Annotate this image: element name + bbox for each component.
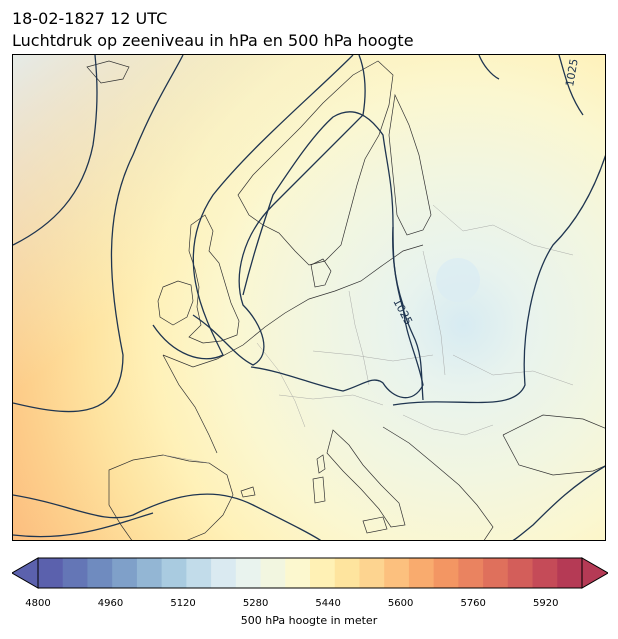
border-ukraine [452,354,574,386]
country-borders [162,204,574,464]
colorbar-segment [112,558,138,588]
border-alps [278,394,384,406]
colorbar-segment [458,558,484,588]
denmark-coast [310,258,332,288]
france-coast [162,354,218,454]
corsica-coast [316,454,326,474]
colorbar-segment [359,558,385,588]
colorbar-tick-label: 5120 [170,598,196,609]
border-balkans [402,414,494,436]
colorbar-segment [483,558,509,588]
coastlines [86,60,605,540]
colorbar-segment [62,558,88,588]
colorbar-segment [38,558,64,588]
iceland-coast [86,60,130,84]
great-britain-coast [188,214,240,344]
colorbar-segment [211,558,237,588]
border-poland-east [422,250,446,376]
isobar-east [392,154,605,406]
map-title-description: Luchtdruk op zeeniveau in hPa en 500 hPa… [12,31,414,50]
border-central [312,350,434,362]
colorbar-segment [186,558,212,588]
isobar-3 [152,55,354,360]
colorbar-segment [532,558,558,588]
colorbar-label: 500 hPa hoogte in meter [240,614,378,627]
finland-coast [388,93,432,236]
colorbar-segment [87,558,113,588]
colorbar-tick-label: 5440 [315,598,341,609]
height-field-northwest [13,55,605,540]
colorbar-segment [507,558,534,588]
colorbar [12,557,608,589]
sardinia-coast [312,476,326,504]
colorbar-segment [310,558,336,588]
sicily-coast [362,516,388,534]
colorbar-tick-label: 5600 [387,598,414,609]
border-russia [432,204,574,256]
colorbar-max-arrow [581,557,608,589]
colorbar-segment [433,558,459,588]
map-title-date: 18-02-1827 12 UTC [12,9,168,28]
isobars [13,55,605,540]
isobar-1 [13,55,98,246]
colorbar-tick-label: 5760 [460,598,486,609]
scandinavia-coast [237,60,394,266]
colorbar-tick-label: 5280 [242,598,269,609]
colorbar-segments [38,558,583,588]
italy-coast [326,429,406,528]
isobar-1025 [392,226,424,401]
isobar-4 [13,493,322,540]
colorbar-tick-label: 4800 [25,598,51,609]
ireland-coast [157,280,194,326]
colorbar-tick-label: 4960 [97,598,124,609]
colorbar-tick-label: 5920 [532,598,559,609]
colorbar-segment [334,558,360,588]
isobar-label-ne: 1025 [563,58,581,88]
colorbar-segment [408,558,435,588]
isobar-southeast [512,465,605,540]
isobar-ne [558,55,584,116]
colorbar-segment [136,558,163,588]
colorbar-segment [285,558,311,588]
balkan-coast [382,426,494,540]
black-sea-coast [502,414,605,476]
colorbar-segment [384,558,410,588]
weather-map: 1025 1025 [12,54,606,541]
border-iberia [162,454,210,464]
colorbar-min-arrow [12,557,39,589]
colorbar-segment [557,558,583,588]
border-germany-east [348,290,370,386]
colorbar-segment [161,558,187,588]
colorbar-frame [37,557,583,589]
colorbar-segment [235,558,262,588]
isobar-ne2 [478,55,500,80]
border-france-east [256,342,306,428]
continent-coast [162,244,424,368]
colorbar-segment [260,558,286,588]
isobar-5 [13,512,154,538]
cold-spot [436,258,480,302]
balearic-coast [240,486,256,498]
isobar-2 [13,55,184,413]
